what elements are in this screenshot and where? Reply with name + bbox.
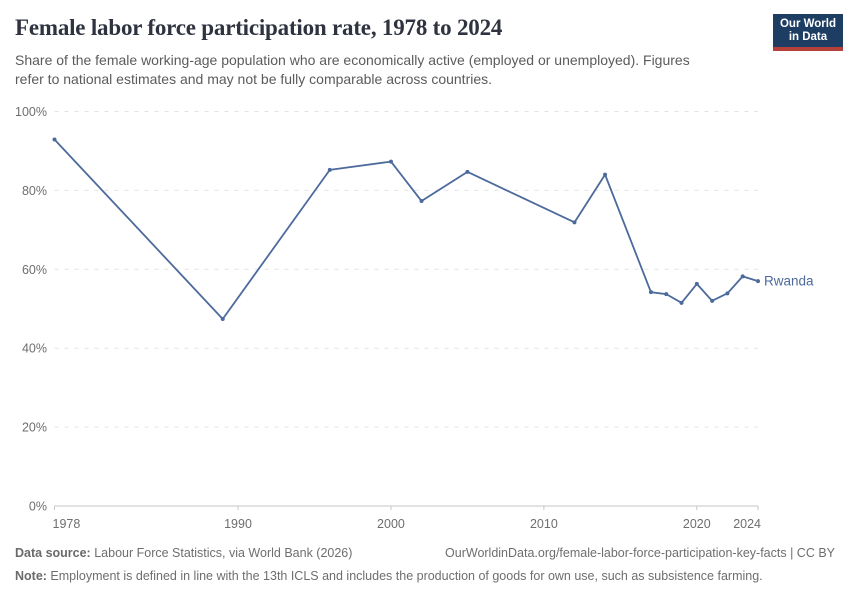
data-point[interactable] [740, 274, 745, 279]
data-point[interactable] [664, 292, 669, 297]
footer-note-row: Note: Employment is defined in line with… [15, 569, 835, 583]
data-point[interactable] [220, 317, 225, 322]
data-source-label: Data source: [15, 546, 91, 560]
y-tick-label: 0% [29, 500, 47, 514]
note-text: Note: Employment is defined in line with… [15, 569, 763, 583]
data-point[interactable] [648, 290, 653, 295]
data-point[interactable] [327, 167, 332, 172]
note-value: Employment is defined in line with the 1… [46, 569, 763, 583]
x-tick-label: 2020 [683, 517, 711, 531]
data-point[interactable] [465, 169, 470, 174]
y-tick-label: 20% [22, 421, 47, 435]
x-tick-label: 2024 [733, 517, 761, 531]
data-point[interactable] [694, 281, 699, 286]
data-point[interactable] [419, 199, 424, 204]
note-label: Note: [15, 569, 47, 583]
data-point[interactable] [572, 220, 577, 225]
data-point[interactable] [388, 159, 393, 164]
y-tick-label: 80% [22, 184, 47, 198]
data-point[interactable] [52, 137, 57, 142]
chart-subtitle: Share of the female working-age populati… [15, 52, 690, 87]
attribution-link[interactable]: OurWorldinData.org/female-labor-force-pa… [445, 546, 835, 560]
x-tick-label: 2000 [377, 517, 405, 531]
data-point[interactable] [725, 291, 730, 296]
data-source-value: Labour Force Statistics, via World Bank … [90, 546, 353, 560]
data-point[interactable] [756, 279, 760, 284]
owid-logo-line2: in Data [788, 31, 828, 43]
x-tick-label: 1990 [224, 517, 252, 531]
series-label-rwanda: Rwanda [764, 274, 814, 289]
data-source-text: Data source: Labour Force Statistics, vi… [15, 546, 352, 560]
x-tick-label: 1978 [53, 517, 81, 531]
footer-sources-row: Data source: Labour Force Statistics, vi… [15, 546, 835, 560]
owid-logo[interactable]: Our World in Data [772, 14, 843, 51]
y-tick-label: 40% [22, 342, 47, 356]
owid-logo-line1: Our World [779, 18, 836, 30]
y-tick-label: 60% [22, 263, 47, 277]
data-point[interactable] [603, 172, 608, 177]
series-line-rwanda[interactable] [53, 138, 759, 320]
data-point[interactable] [710, 298, 715, 303]
page-title: Female labor force participation rate, 1… [15, 15, 503, 40]
x-tick-label: 2010 [530, 517, 558, 531]
y-tick-label: 100% [15, 105, 47, 119]
data-point[interactable] [679, 300, 684, 305]
